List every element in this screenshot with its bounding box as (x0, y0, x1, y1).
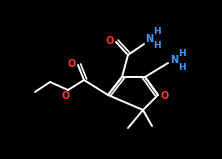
Text: O: O (62, 91, 70, 101)
Text: H: H (178, 62, 186, 72)
Text: H: H (178, 48, 186, 58)
Text: H: H (153, 41, 161, 51)
Text: O: O (68, 59, 76, 69)
Text: O: O (106, 36, 114, 46)
Text: N: N (170, 55, 178, 65)
Text: O: O (161, 91, 169, 101)
Text: H: H (153, 28, 161, 37)
Text: N: N (145, 34, 153, 44)
